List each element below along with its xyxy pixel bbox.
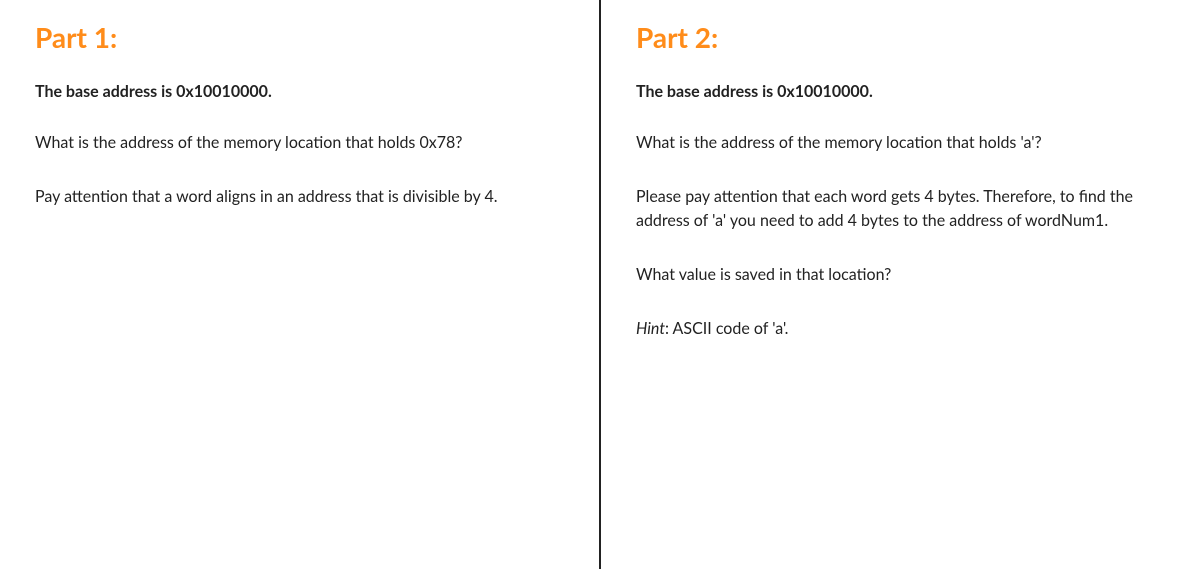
part2-base-address: The base address is 0x10010000.	[636, 82, 1170, 101]
hint-text: : ASCII code of 'a'.	[665, 319, 788, 338]
part1-heading: Part 1:	[35, 20, 569, 54]
part2-heading: Part 2:	[636, 20, 1170, 54]
part1-base-address: The base address is 0x10010000.	[35, 82, 569, 101]
part2-note: Please pay attention that each word gets…	[636, 185, 1170, 233]
part1-column: Part 1: The base address is 0x10010000. …	[0, 0, 601, 569]
part2-column: Part 2: The base address is 0x10010000. …	[601, 0, 1200, 569]
hint-label: Hint	[636, 319, 665, 338]
part1-question: What is the address of the memory locati…	[35, 131, 569, 155]
part2-question2: What value is saved in that location?	[636, 263, 1170, 287]
part2-question1: What is the address of the memory locati…	[636, 131, 1170, 155]
part2-hint: Hint: ASCII code of 'a'.	[636, 317, 1170, 341]
part1-note: Pay attention that a word aligns in an a…	[35, 185, 569, 209]
